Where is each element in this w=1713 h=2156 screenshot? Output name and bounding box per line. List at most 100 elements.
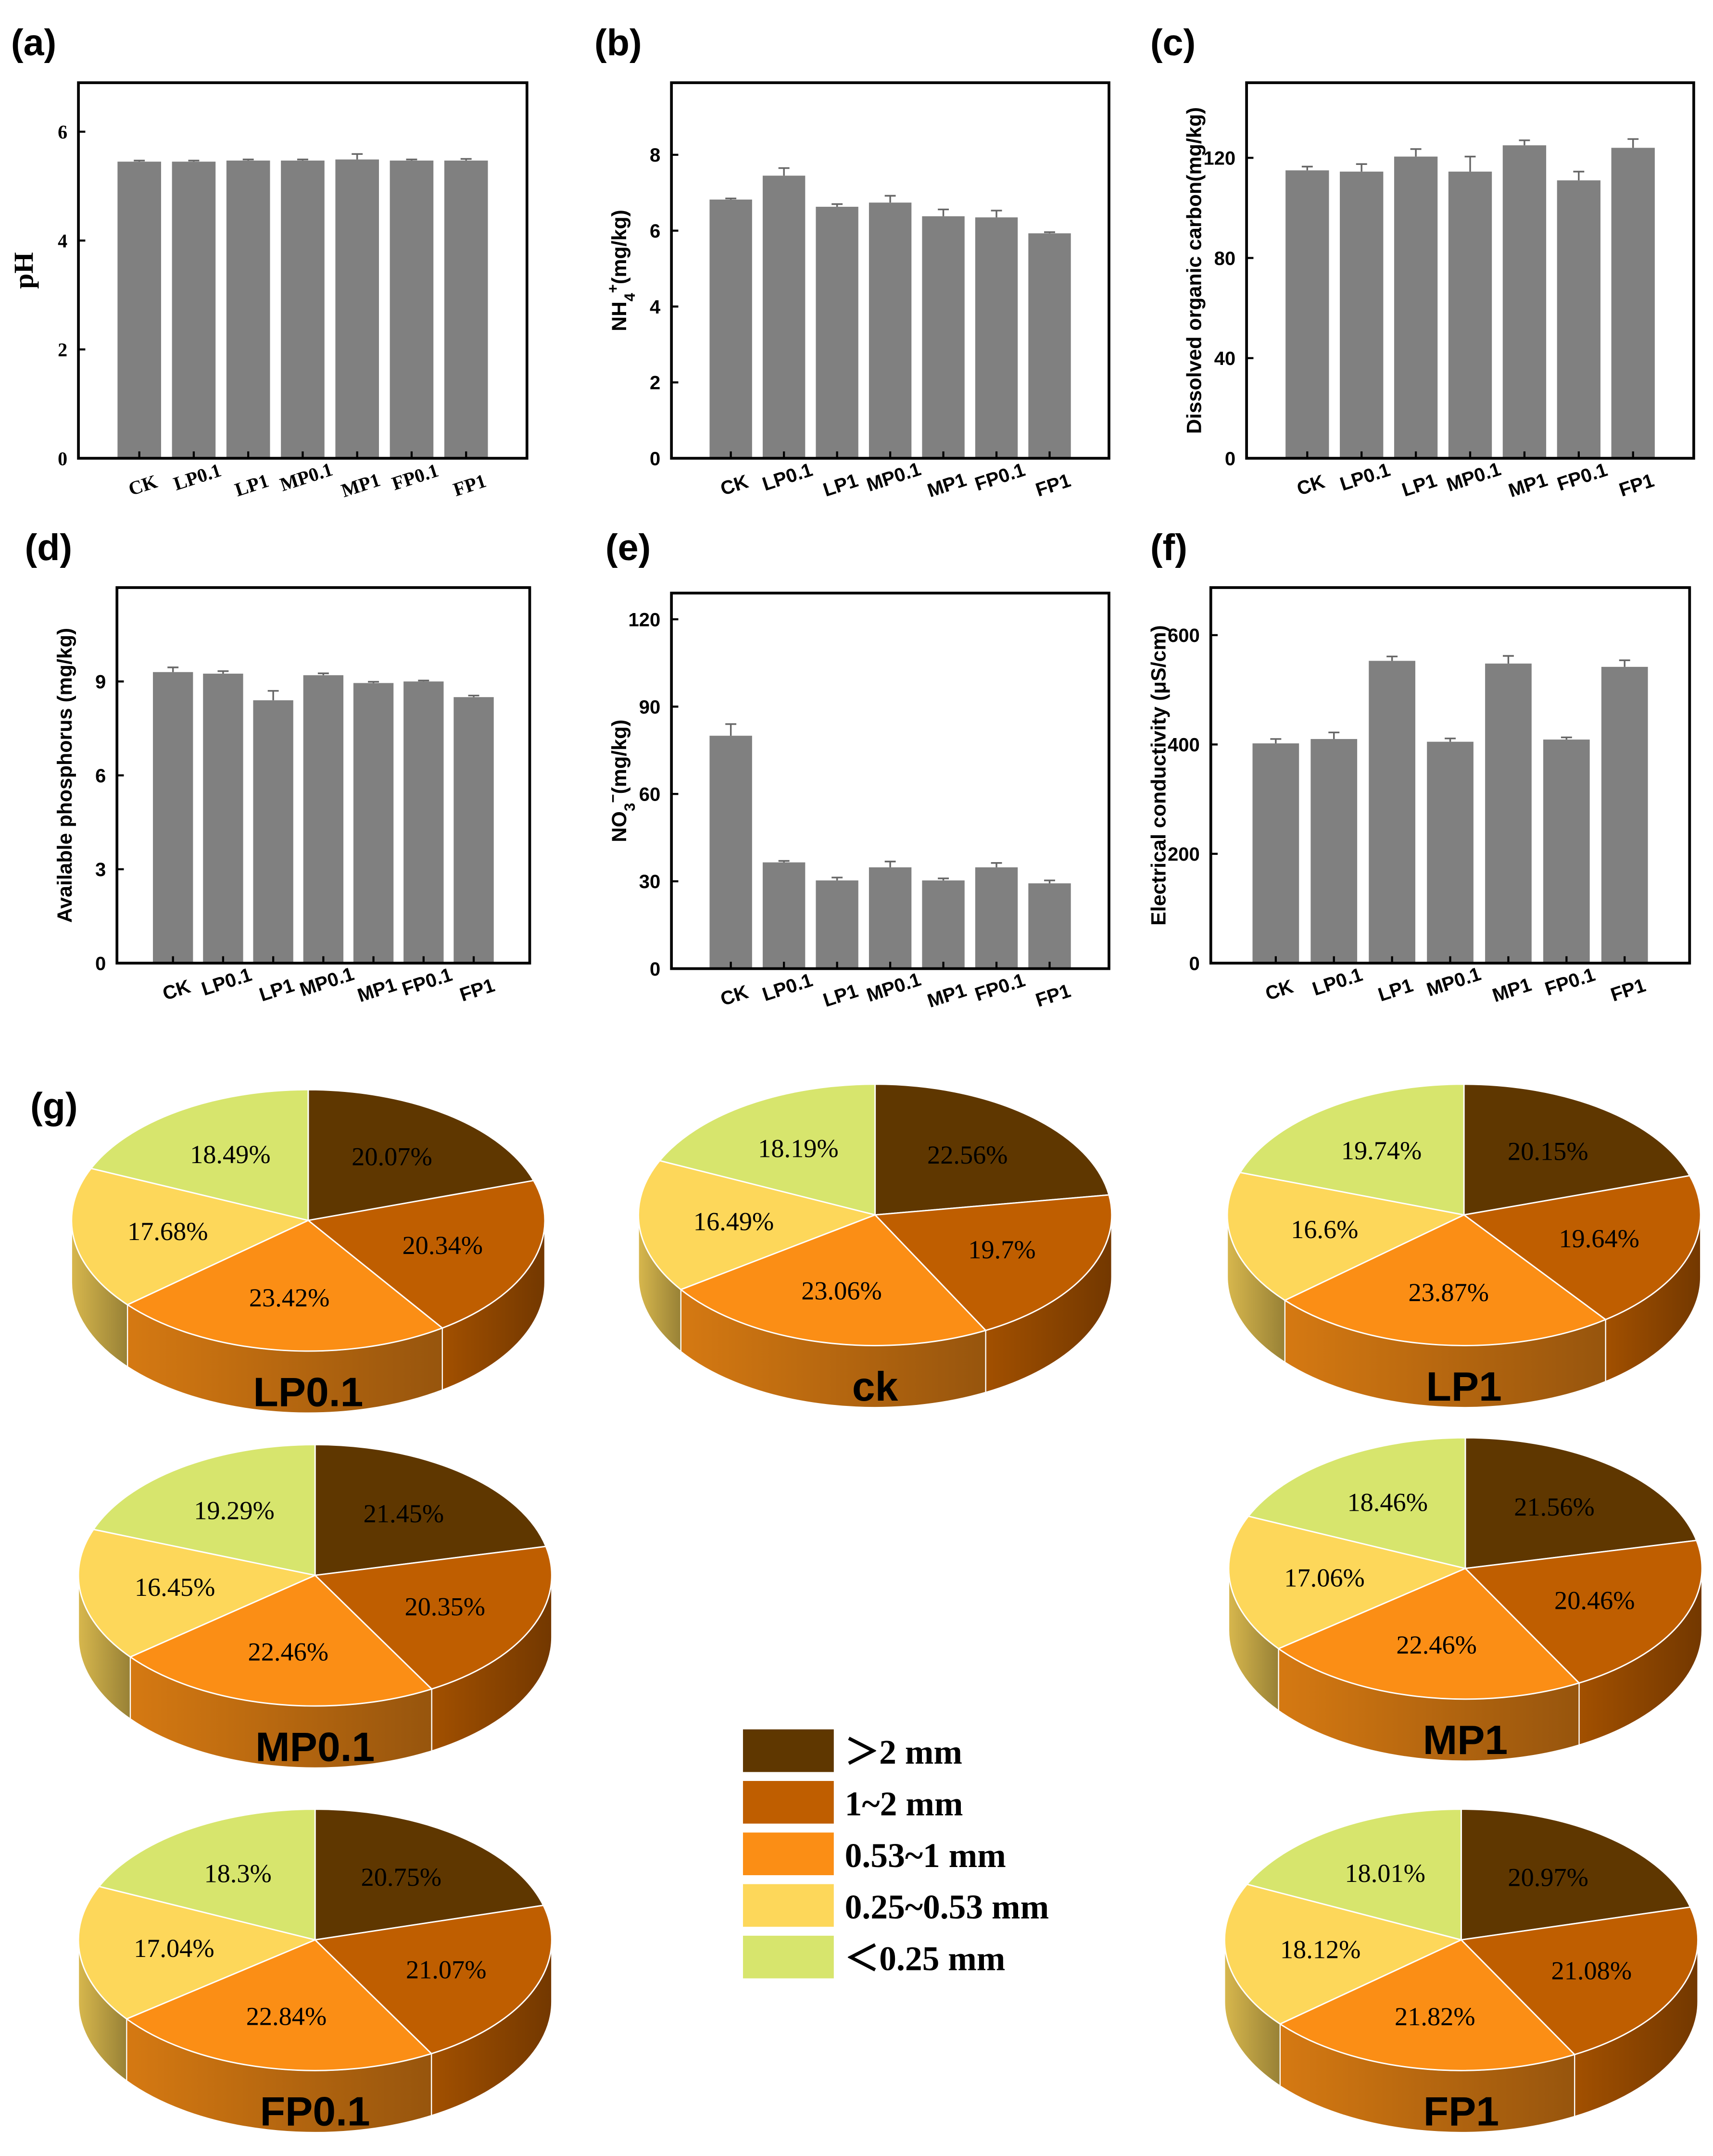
pie-slice [1228, 1515, 1468, 1650]
bar [253, 700, 293, 964]
bar [709, 736, 752, 969]
x-tick-label: MP1 [1506, 469, 1550, 501]
x-tick-label: FP0.1 [1555, 459, 1610, 495]
x-tick-label: FP1 [1033, 980, 1073, 1012]
pie-name-label: ck [852, 1364, 898, 1410]
x-tick-label: FP0.1 [389, 459, 441, 494]
legend-item: ＜0.25 mm [743, 1935, 1005, 1979]
y-tick-label: 30 [639, 871, 661, 892]
x-tick-label: LP1 [232, 470, 272, 501]
legend-label: 1~2 mm [845, 1785, 963, 1823]
legend-swatch [743, 1884, 834, 1927]
pie-slice [77, 1885, 317, 2020]
pie-LP1: 20.15% 19.64% 23.87% 16.6% 19.74% LP1 [1226, 1083, 1701, 1410]
bar [226, 160, 270, 459]
pie-percent-label: 18.12% [1280, 1935, 1361, 1964]
x-tick-label: MP0.1 [864, 458, 924, 496]
y-axis-label: Dissolved organic carbon(mg/kg) [1183, 107, 1206, 434]
pie-percent-label: 18.19% [758, 1134, 839, 1163]
pie-slice [1462, 1175, 1701, 1321]
bar [816, 880, 858, 969]
y-tick-label: 120 [1203, 148, 1235, 169]
pie-slice [306, 1179, 546, 1329]
pie-percent-label: 22.46% [1396, 1630, 1477, 1659]
bar [335, 159, 379, 459]
x-tick-label: FP0.1 [1542, 964, 1598, 1000]
pie-slice [873, 1194, 1113, 1331]
x-tick-label: CK [1294, 471, 1327, 500]
y-axis-label-part: 3 [621, 803, 638, 812]
plot-frame [115, 586, 531, 965]
legend-label: ＞2 mm [845, 1733, 962, 1771]
pie-percent-label: 22.56% [927, 1141, 1008, 1169]
x-tick-label: FP1 [1616, 470, 1656, 501]
bar [1340, 171, 1384, 459]
panel-label: (d) [25, 527, 72, 568]
bar [1285, 170, 1329, 459]
pie-percent-label: 20.46% [1554, 1586, 1635, 1615]
x-tick-label: LP0.1 [199, 964, 254, 1000]
y-axis-label-part: 4 [621, 293, 638, 301]
x-tick-label: LP0.1 [760, 459, 815, 495]
legend-label: 0.25~0.53 mm [845, 1888, 1049, 1926]
pie-name-label: FP1 [1423, 2089, 1499, 2135]
pie-slice [1277, 1567, 1581, 1700]
x-tick-label: LP1 [820, 980, 860, 1012]
y-tick-label: 4 [58, 230, 67, 252]
plot-frame [1209, 586, 1691, 965]
bar [1485, 664, 1532, 964]
legend-swatch [743, 1935, 834, 1979]
x-tick-label: CK [1263, 976, 1296, 1005]
bar [444, 160, 488, 459]
pie-percent-label: 19.7% [968, 1235, 1035, 1264]
panel-label: (f) [1150, 527, 1187, 568]
legend-item: 0.25~0.53 mm [743, 1884, 1049, 1927]
pie-slice [1464, 1437, 1698, 1569]
bar [390, 160, 434, 459]
x-tick-label: MP1 [925, 979, 969, 1012]
y-tick-label: 2 [650, 373, 660, 394]
y-axis-label: Available phosphorus (mg/kg) [53, 628, 76, 923]
y-axis-label-part: Dissolved organic carbon(mg/kg) [1183, 107, 1206, 434]
x-tick-label: MP1 [339, 469, 383, 501]
panel-label: (a) [11, 22, 56, 63]
bar [975, 867, 1018, 969]
bar [117, 162, 161, 459]
x-tick-label: MP0.1 [277, 458, 335, 496]
bar [1557, 180, 1601, 459]
x-tick-label: FP0.1 [972, 969, 1028, 1005]
pie-percent-label: 20.97% [1508, 1863, 1588, 1892]
x-tick-label: FP1 [451, 470, 489, 501]
bar [1427, 741, 1474, 964]
pie-MP0.1: 21.45% 20.35% 22.46% 16.45% 19.29% MP0.1 [77, 1444, 553, 1770]
pie-slice [874, 1083, 1110, 1216]
legend-label: 0.53~1 mm [845, 1837, 1006, 1875]
bar-chart-a: (a) CK LP0.1 LP1 MP0.1 MP1 FP0.1 FP1 0 2 4 6 pH [9, 22, 529, 501]
pie-slice [125, 1939, 433, 2071]
x-tick-label: MP0.1 [297, 963, 357, 1001]
pie-slice [98, 1808, 316, 1941]
pie-FP0.1: 20.75% 21.07% 22.84% 17.04% 18.3% FP0.1 [77, 1808, 553, 2135]
x-tick-label: CK [126, 470, 160, 500]
x-tick-label: LP1 [1399, 470, 1439, 501]
pie-percent-label: 21.07% [406, 1955, 487, 1984]
x-tick-label: LP0.1 [1337, 459, 1393, 495]
x-tick-label: MP0.1 [864, 969, 924, 1006]
y-axis-label-part: pH [9, 252, 39, 288]
x-tick-label: MP0.1 [1444, 458, 1504, 496]
y-tick-label: 40 [1214, 348, 1236, 369]
pie-percent-label: 20.15% [1508, 1137, 1588, 1166]
pie-slice [71, 1167, 311, 1306]
pie-slice [314, 1545, 553, 1690]
pie-slice [679, 1214, 987, 1346]
bar [303, 675, 344, 964]
pie-slice [77, 1529, 317, 1658]
plot-frame [670, 81, 1110, 460]
x-tick-label: CK [718, 471, 751, 500]
bar [1502, 145, 1547, 459]
y-axis-label-part: (mg/kg) [608, 210, 631, 284]
pie-slice [1239, 1083, 1465, 1216]
x-tick-label: FP0.1 [400, 964, 455, 1000]
